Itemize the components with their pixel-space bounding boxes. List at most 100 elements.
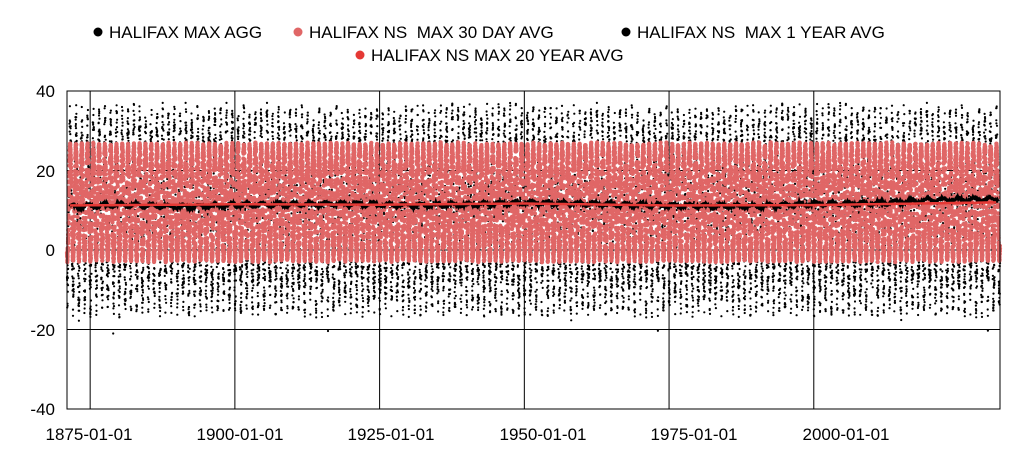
- legend-item-max-agg[interactable]: HALIFAX MAX AGG: [93, 23, 263, 42]
- point-max-agg: [344, 284, 347, 287]
- point-max-agg: [228, 296, 231, 299]
- point-max-agg: [375, 117, 378, 120]
- point-max-agg: [349, 290, 352, 293]
- point-max-agg: [169, 264, 172, 267]
- point-max-agg: [118, 266, 122, 269]
- point-max-agg: [223, 292, 226, 295]
- point-max-agg: [379, 264, 382, 267]
- point-max-agg: [230, 134, 233, 137]
- point-max-agg: [243, 107, 246, 110]
- point-max-agg: [77, 269, 81, 272]
- point-max-agg: [190, 126, 193, 129]
- point-max-agg: [187, 279, 190, 282]
- point-max-agg: [304, 284, 307, 287]
- point-max-agg: [135, 305, 138, 308]
- point-max-agg: [361, 297, 364, 300]
- point-max-agg: [253, 131, 256, 134]
- point-max-agg: [306, 118, 309, 121]
- point-max-agg: [271, 125, 274, 128]
- point-max-agg: [72, 283, 75, 286]
- point-max-agg: [267, 267, 271, 270]
- point-max-agg: [121, 138, 124, 141]
- point-max-agg: [200, 275, 203, 278]
- point-max-agg: [141, 311, 144, 314]
- point-max-agg: [257, 302, 260, 305]
- point-max-agg: [113, 191, 117, 194]
- point-max-agg: [142, 268, 145, 271]
- point-max-agg: [321, 290, 324, 293]
- point-max-agg: [69, 120, 72, 123]
- point-max-agg: [103, 105, 107, 108]
- point-max-agg: [92, 128, 95, 131]
- point-max-agg: [97, 121, 100, 124]
- point-max-agg: [193, 315, 196, 318]
- point-max-agg: [362, 265, 365, 269]
- point-max-agg: [246, 284, 249, 287]
- point-max-agg: [367, 291, 371, 294]
- point-max-agg: [140, 276, 143, 280]
- point-max-agg: [280, 309, 283, 312]
- point-max-agg: [375, 135, 378, 138]
- point-max-agg: [106, 305, 109, 308]
- point-max-agg: [292, 263, 295, 266]
- point-max-agg: [260, 119, 263, 122]
- point-max-agg: [316, 270, 319, 273]
- point-max-agg: [121, 135, 124, 138]
- point-max-agg: [312, 136, 315, 139]
- point-max-agg: [123, 268, 127, 271]
- point-max-agg: [170, 311, 173, 314]
- point-max-agg: [367, 310, 370, 313]
- point-max-agg: [292, 301, 295, 304]
- point-max-agg: [310, 279, 313, 282]
- point-max-agg: [251, 296, 254, 299]
- point-max-agg: [349, 263, 352, 266]
- point-max-agg: [345, 271, 348, 274]
- point-max-agg: [72, 294, 75, 298]
- point-max-agg: [179, 127, 182, 130]
- point-max-agg: [187, 283, 190, 286]
- point-max-agg: [74, 122, 77, 126]
- point-max-agg: [291, 274, 294, 277]
- point-max-agg: [164, 311, 167, 314]
- point-max-agg: [217, 277, 220, 280]
- point-max-agg: [286, 292, 289, 295]
- point-max-agg: [271, 112, 274, 115]
- point-max-agg: [196, 114, 200, 117]
- point-max-agg: [245, 266, 249, 269]
- legend-item-1-year-avg[interactable]: HALIFAX NS MAX 1 YEAR AVG: [621, 23, 885, 42]
- point-max-agg: [211, 311, 214, 314]
- point-max-agg: [182, 309, 185, 312]
- point-max-agg: [98, 130, 101, 134]
- point-max-agg: [216, 305, 219, 308]
- point-max-agg: [367, 285, 370, 288]
- point-max-agg: [204, 292, 207, 295]
- point-max-agg: [252, 263, 255, 267]
- point-max-agg: [303, 266, 307, 269]
- point-max-agg: [129, 271, 132, 274]
- point-max-agg: [381, 123, 384, 126]
- point-max-agg: [159, 309, 162, 313]
- point-max-agg: [159, 267, 162, 270]
- point-max-agg: [107, 289, 110, 292]
- point-max-agg: [338, 265, 341, 269]
- point-max-agg: [242, 124, 246, 128]
- point-max-agg: [100, 268, 103, 271]
- point-max-agg: [182, 286, 185, 289]
- point-max-agg: [179, 120, 182, 123]
- point-max-agg: [355, 280, 358, 283]
- point-max-agg: [193, 306, 196, 309]
- point-max-agg: [326, 329, 330, 333]
- point-max-agg: [75, 112, 78, 115]
- point-max-agg: [118, 287, 121, 290]
- legend-item-30-day-avg[interactable]: HALIFAX NS MAX 30 DAY AVG: [293, 23, 554, 42]
- point-max-agg: [222, 283, 225, 286]
- point-max-agg: [112, 307, 115, 310]
- point-max-agg: [158, 273, 162, 277]
- point-max-agg: [173, 107, 176, 111]
- point-max-agg: [355, 292, 358, 295]
- point-max-agg: [332, 309, 335, 312]
- point-max-agg: [197, 127, 200, 130]
- point-max-agg: [278, 125, 281, 128]
- legend-item-20-year-avg[interactable]: HALIFAX NS MAX 20 YEAR AVG: [355, 46, 624, 65]
- point-max-agg: [347, 135, 351, 138]
